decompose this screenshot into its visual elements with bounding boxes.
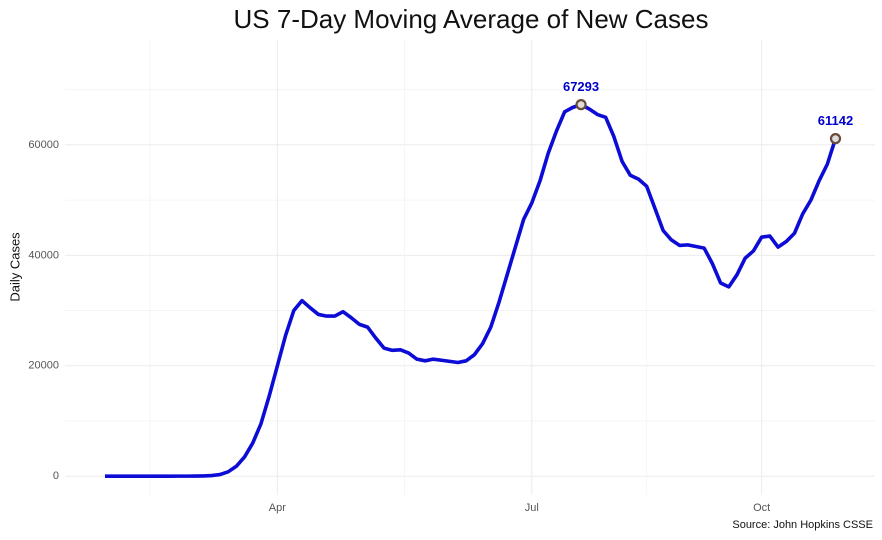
y-tick-label: 60000 xyxy=(28,139,59,151)
y-tick-label: 40000 xyxy=(28,249,59,261)
x-tick-label: Jul xyxy=(525,502,539,514)
data-label: 61142 xyxy=(818,113,853,128)
y-tick-label: 0 xyxy=(53,470,59,482)
caption: Source: John Hopkins CSSE xyxy=(732,519,873,531)
data-line xyxy=(105,102,838,479)
y-tick-label: 20000 xyxy=(28,360,59,372)
x-tick-label: Apr xyxy=(269,502,286,514)
data-label: 67293 xyxy=(563,79,599,94)
highlight-point xyxy=(829,133,842,145)
highlight-point xyxy=(575,99,587,111)
y-axis-label: Daily Cases xyxy=(7,232,22,302)
chart-title: US 7-Day Moving Average of New Cases xyxy=(234,4,709,34)
x-tick-label: Oct xyxy=(753,502,770,514)
